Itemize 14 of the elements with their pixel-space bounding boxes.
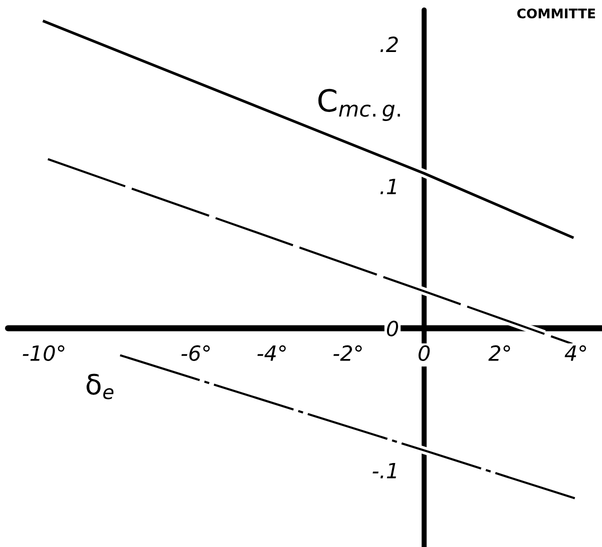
- y-tick-label: .1: [380, 178, 396, 194]
- x-tick-label: 4°: [564, 345, 586, 361]
- x-tick-label: -4°: [257, 345, 286, 361]
- y-tick-label: 0: [386, 320, 398, 336]
- x-axis-title: δ$_{e}$: [86, 374, 114, 400]
- annotation: COMMITTE: [517, 8, 596, 18]
- x-tick-label: -10°: [22, 345, 64, 362]
- x-tick-label: 2°: [488, 345, 510, 361]
- x-tick-label: -2°: [333, 345, 362, 361]
- y-tick-label: .2: [380, 36, 398, 52]
- x-tick-label: 0: [418, 345, 430, 362]
- x-tick-label: -6°: [181, 345, 210, 362]
- y-axis-title: C$_{mc.g.}$: [318, 88, 400, 121]
- y-tick-label: -.1: [372, 463, 396, 478]
